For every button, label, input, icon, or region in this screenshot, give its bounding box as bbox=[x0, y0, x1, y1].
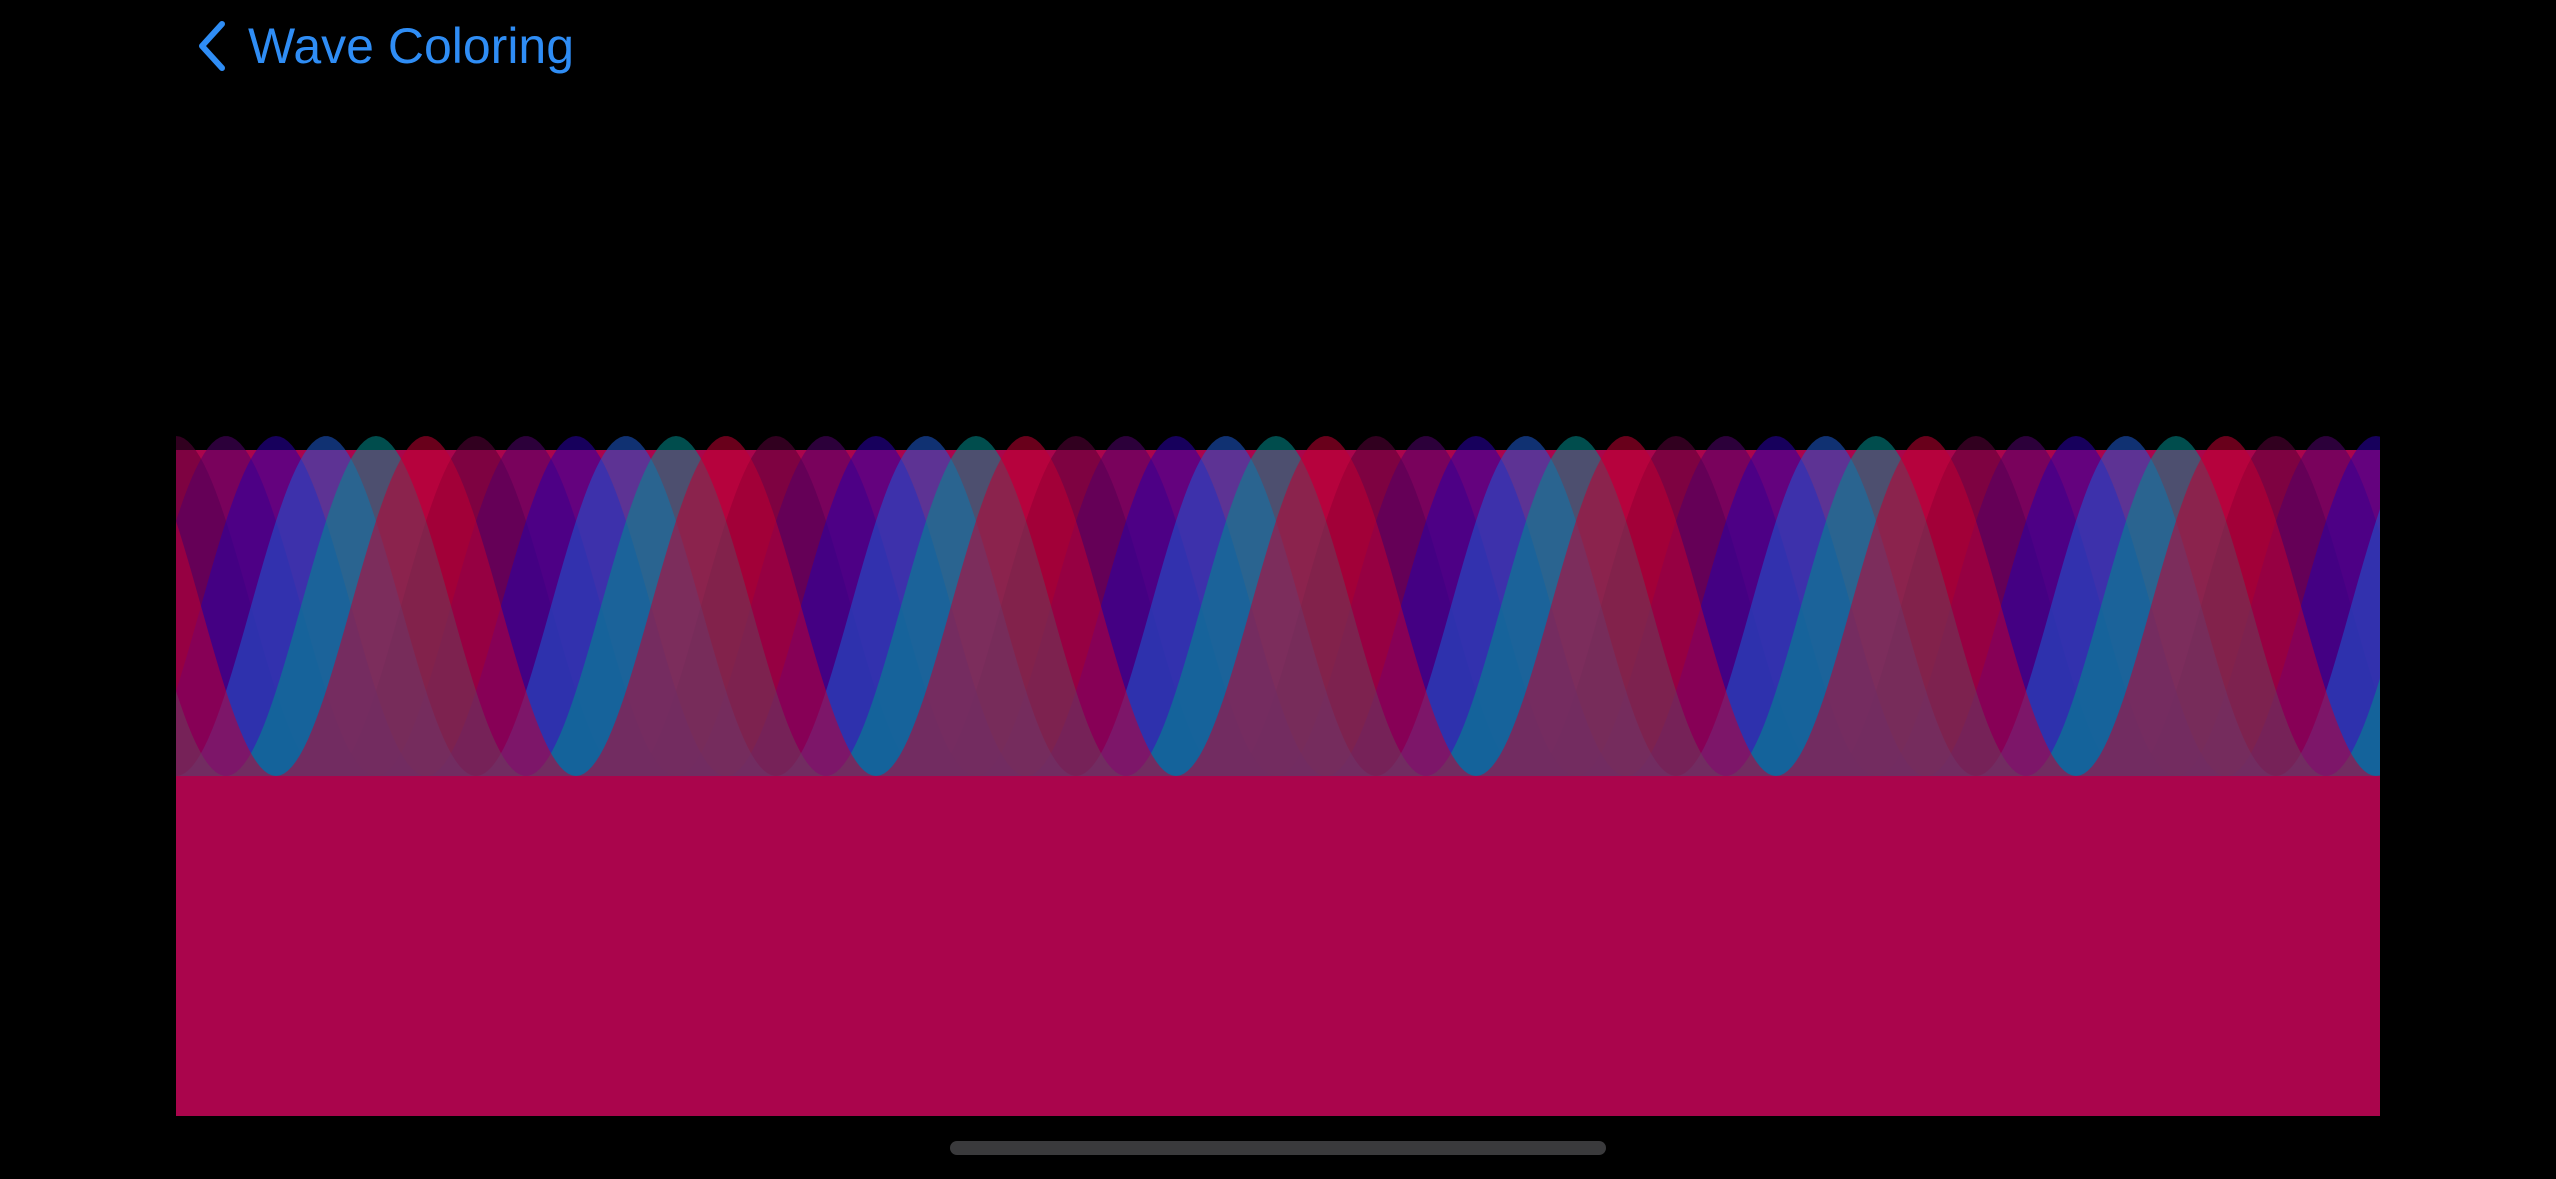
back-button-label: Wave Coloring bbox=[248, 18, 575, 74]
chevron-left-icon bbox=[196, 20, 228, 72]
home-indicator bbox=[950, 1141, 1606, 1155]
wave-lower-fill bbox=[176, 776, 2380, 1116]
wave-coloring-view bbox=[176, 436, 2380, 1116]
back-button[interactable]: Wave Coloring bbox=[196, 14, 574, 78]
